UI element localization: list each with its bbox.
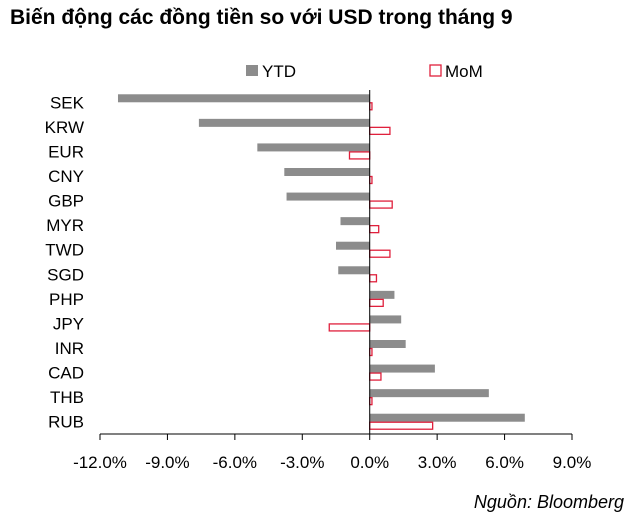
bar-ytd-gbp (286, 192, 370, 201)
category-label-cad: CAD (48, 364, 84, 383)
category-label-twd: TWD (45, 241, 84, 260)
category-label-gbp: GBP (48, 192, 84, 211)
x-tick-label: 3.0% (418, 453, 457, 472)
x-tick-label: 6.0% (485, 453, 524, 472)
category-label-sgd: SGD (47, 265, 84, 284)
bar-ytd-eur (257, 143, 370, 152)
bar-mom-jpy (328, 323, 371, 332)
bar-ytd-twd (336, 241, 370, 250)
category-label-eur: EUR (48, 142, 84, 161)
x-tick-label: -3.0% (280, 453, 324, 472)
bar-ytd-sgd (338, 266, 370, 275)
bar-ytd-php (369, 290, 395, 299)
bar-ytd-thb (369, 389, 489, 398)
bar-mom-sgd (369, 274, 378, 283)
x-tick-label: 9.0% (553, 453, 592, 472)
bar-ytd-myr (340, 217, 370, 226)
chart-title: Biến động các đồng tiền so với USD trong… (10, 6, 513, 29)
bar-mom-myr (369, 224, 380, 234)
category-label-myr: MYR (46, 216, 84, 235)
legend: YTD MoM (246, 62, 483, 81)
bar-mom-rub (369, 421, 434, 430)
legend-label-mom: MoM (445, 62, 483, 81)
legend-label-ytd: YTD (262, 62, 296, 81)
category-label-cny: CNY (48, 167, 84, 186)
bar-ytd-sek (117, 94, 370, 103)
legend-swatch-ytd (246, 65, 258, 76)
legend-swatch-mom (429, 64, 442, 77)
bar-mom-twd (369, 249, 391, 258)
category-label-thb: THB (50, 388, 84, 407)
axes-layer: SEK KRW EUR CNY GBP MYR TWD SGD PHP JPY INR CAD THB R… (45, 90, 592, 472)
x-tick-label: -12.0% (73, 453, 127, 472)
category-label-sek: SEK (50, 93, 85, 112)
bar-ytd-inr (369, 340, 406, 348)
bar-mom-cad (369, 372, 382, 381)
category-label-jpy: JPY (53, 314, 84, 333)
bar-ytd-krw (198, 118, 370, 127)
x-tick-label: -9.0% (145, 453, 189, 472)
category-label-php: PHP (49, 290, 84, 309)
category-label-rub: RUB (48, 413, 84, 432)
bar-mom-php (369, 298, 384, 308)
x-tick-label: -6.0% (213, 453, 257, 472)
bar-ytd-rub (369, 413, 525, 422)
bar-ytd-jpy (369, 315, 402, 324)
bars-layer (117, 94, 525, 430)
category-label-krw: KRW (45, 118, 84, 137)
bar-ytd-cad (369, 364, 435, 373)
bar-mom-gbp (369, 200, 393, 209)
bar-mom-eur (348, 151, 371, 160)
category-label-inr: INR (55, 339, 84, 358)
bar-mom-krw (369, 126, 391, 136)
source-note: Nguồn: Bloomberg (473, 492, 624, 512)
bar-ytd-cny (284, 168, 370, 176)
x-tick-label: 0.0% (350, 453, 389, 472)
